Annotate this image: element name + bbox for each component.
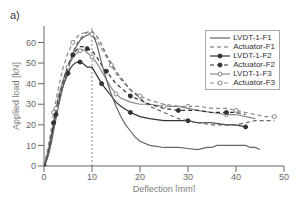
html-text:Actuator-F2: Actuator-F2: [233, 60, 275, 69]
svg-text:Applied load [kN]: Applied load [kN]: [11, 62, 21, 130]
svg-text:40: 40: [231, 172, 241, 182]
svg-text:30: 30: [26, 99, 36, 109]
html-text:Actuator-F1: Actuator-F1: [233, 42, 275, 51]
svg-text:0: 0: [31, 161, 36, 171]
html-text:a): a): [10, 9, 20, 21]
html-text:LVDT-1-F1: LVDT-1-F1: [233, 33, 272, 42]
svg-text:10: 10: [87, 172, 97, 182]
svg-text:60: 60: [26, 38, 36, 48]
svg-text:20: 20: [135, 172, 145, 182]
svg-text:30: 30: [183, 172, 193, 182]
svg-text:50: 50: [279, 172, 289, 182]
svg-text:0: 0: [41, 172, 46, 182]
svg-text:Deflection [mm]: Deflection [mm]: [133, 184, 196, 192]
svg-text:40: 40: [26, 79, 36, 89]
svg-text:50: 50: [26, 58, 36, 68]
svg-text:20: 20: [26, 120, 36, 130]
html-text:LVDT-1-F3: LVDT-1-F3: [233, 69, 272, 78]
svg-text:10: 10: [26, 141, 36, 151]
html-text:Actuator-F3: Actuator-F3: [233, 78, 275, 87]
html-text:LVDT-1-F2: LVDT-1-F2: [233, 51, 272, 60]
